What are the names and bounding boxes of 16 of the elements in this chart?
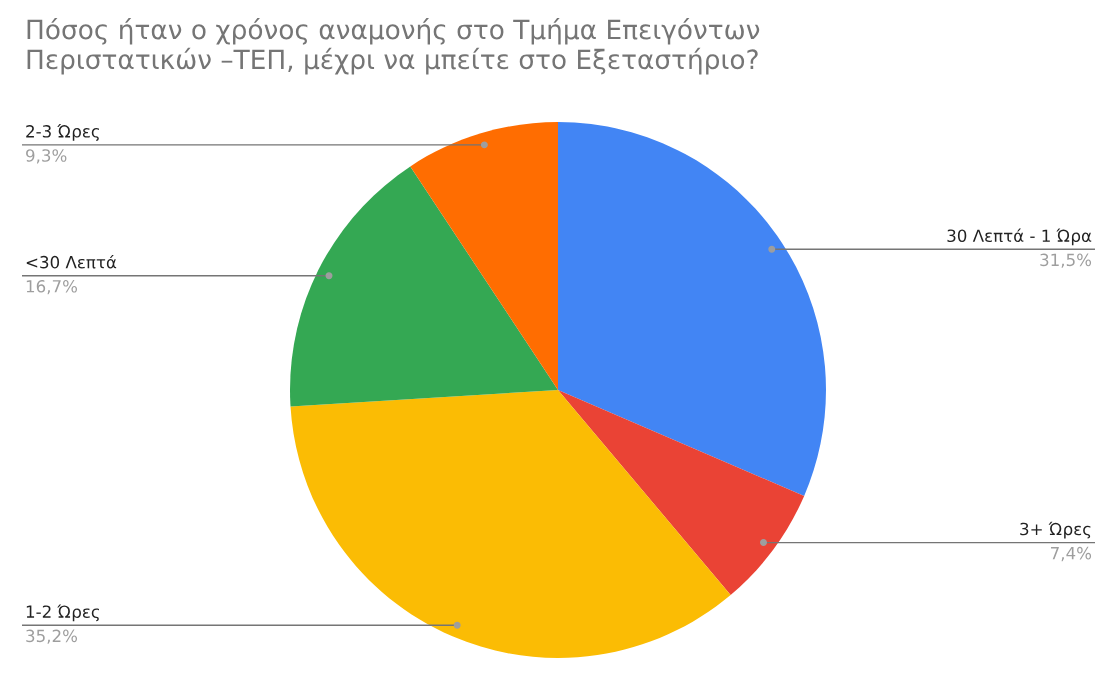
pie-slice — [558, 390, 805, 595]
slice-label: 2-3 Ώρες — [26, 124, 99, 141]
pie-slice — [290, 390, 731, 658]
slice-label: <30 Λεπτά — [26, 254, 117, 269]
data-label: 7,4% — [1051, 546, 1092, 562]
slice-label: 30 Λεπτά - 1 Ώρα — [947, 228, 1092, 246]
data-label: 31,5% — [1040, 253, 1092, 268]
pie-slice — [410, 122, 558, 390]
chart-title: Πόσος ήταν ο χρόνος αναμονής στο Τμήμα Επειγόντων Περιστατικών –ΤΕΠ, μέχρι να μπείτε στο Εξεταστήριο? — [27, 18, 760, 75]
slice-label: 3+ Ώρες — [1020, 521, 1091, 539]
pie-slice — [558, 122, 826, 496]
slice-label: 1-2 Ώρες — [26, 604, 99, 622]
data-label: 35,2% — [26, 629, 78, 644]
data-label: 16,7% — [26, 280, 78, 295]
data-label: 9,3% — [26, 149, 67, 164]
pie-slice — [290, 166, 558, 407]
